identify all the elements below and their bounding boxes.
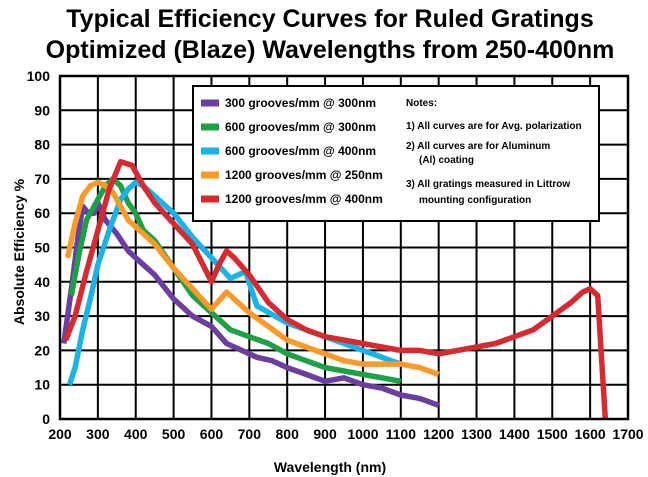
x-tick-label-8: 1000 — [347, 426, 378, 442]
x-tick-label-6: 800 — [276, 426, 300, 442]
plot-border — [58, 74, 630, 421]
y-tick-label-9: 90 — [34, 102, 50, 118]
y-axis-label: Absolute Efficiency % — [11, 178, 27, 325]
x-tick-label-5: 700 — [238, 426, 262, 442]
note-line-4: (Al) coating — [419, 155, 474, 166]
y-tick-label-10: 100 — [27, 68, 51, 84]
x-tick-label-10: 1200 — [423, 426, 454, 442]
x-tick-label-14: 1600 — [575, 426, 606, 442]
series-line-4 — [64, 179, 440, 377]
x-tick-label-0: 200 — [48, 426, 72, 442]
y-tick-label-8: 80 — [34, 137, 50, 153]
notes-block: Notes: 1) All curves are for Avg. polariz… — [406, 98, 582, 206]
y-tick-label-3: 30 — [34, 308, 50, 324]
legend: 300 grooves/mm @ 300nm 600 grooves/mm @ 3… — [192, 85, 600, 222]
chart-title-line-1: Typical Efficiency Curves for Ruled Grat… — [66, 5, 593, 33]
tick-labels: 200 300 400 500 600 700 800 900 1000 1100 1200 1300… — [27, 68, 644, 442]
plot-frame — [58, 74, 630, 421]
y-tick-label-4: 40 — [34, 274, 50, 290]
note-line-1: Notes: — [406, 98, 437, 109]
y-tick-label-0: 0 — [42, 411, 50, 427]
y-tick-label-6: 60 — [34, 205, 50, 221]
note-line-5: 3) All gratings measured in Littrow — [406, 179, 570, 190]
series-line-1 — [61, 200, 440, 408]
x-tick-label-4: 600 — [200, 426, 224, 442]
x-tick-label-11: 1300 — [461, 426, 492, 442]
note-line-2: 1) All curves are for Avg. polarization — [406, 121, 582, 132]
series-lines — [61, 159, 609, 420]
note-line-6: mounting configuration — [419, 195, 531, 206]
x-tick-label-1: 300 — [86, 426, 110, 442]
series-line-5 — [63, 159, 609, 420]
chart-title-line-2: Optimized (Blaze) Wavelengths from 250-4… — [46, 36, 615, 64]
y-tick-label-2: 20 — [34, 342, 50, 358]
legend-label-4: 1200 grooves/mm @ 250nm — [225, 168, 383, 182]
legend-label-3: 600 grooves/mm @ 400nm — [225, 144, 376, 158]
x-tick-label-9: 1100 — [386, 426, 417, 442]
note-line-3: 2) All curves are for Aluminum — [406, 141, 550, 152]
y-tick-label-1: 10 — [34, 377, 50, 393]
x-tick-label-12: 1400 — [499, 426, 530, 442]
y-tick-label-7: 70 — [34, 171, 50, 187]
x-tick-label-7: 900 — [313, 426, 337, 442]
x-tick-label-2: 400 — [124, 426, 148, 442]
legend-label-1: 300 grooves/mm @ 300nm — [225, 96, 376, 110]
x-axis-label: Wavelength (nm) — [274, 459, 386, 475]
x-tick-label-13: 1500 — [537, 426, 568, 442]
legend-box — [192, 85, 600, 222]
legend-label-2: 600 grooves/mm @ 300nm — [225, 120, 376, 134]
y-tick-label-5: 50 — [34, 240, 50, 256]
legend-label-5: 1200 grooves/mm @ 400nm — [225, 192, 383, 206]
x-tick-label-15: 1700 — [612, 426, 643, 442]
x-tick-label-3: 500 — [162, 426, 186, 442]
